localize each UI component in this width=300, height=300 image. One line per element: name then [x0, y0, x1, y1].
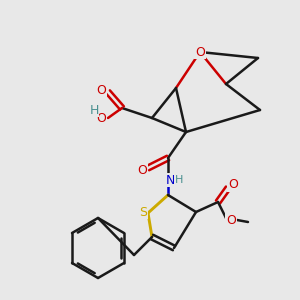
Text: O: O	[228, 178, 238, 191]
Text: O: O	[226, 214, 236, 226]
Text: O: O	[96, 85, 106, 98]
Text: N: N	[165, 173, 175, 187]
Text: O: O	[195, 46, 205, 59]
Text: O: O	[137, 164, 147, 176]
Text: S: S	[139, 206, 147, 218]
Text: H: H	[89, 103, 99, 116]
Text: H: H	[175, 175, 183, 185]
Text: O: O	[96, 112, 106, 124]
